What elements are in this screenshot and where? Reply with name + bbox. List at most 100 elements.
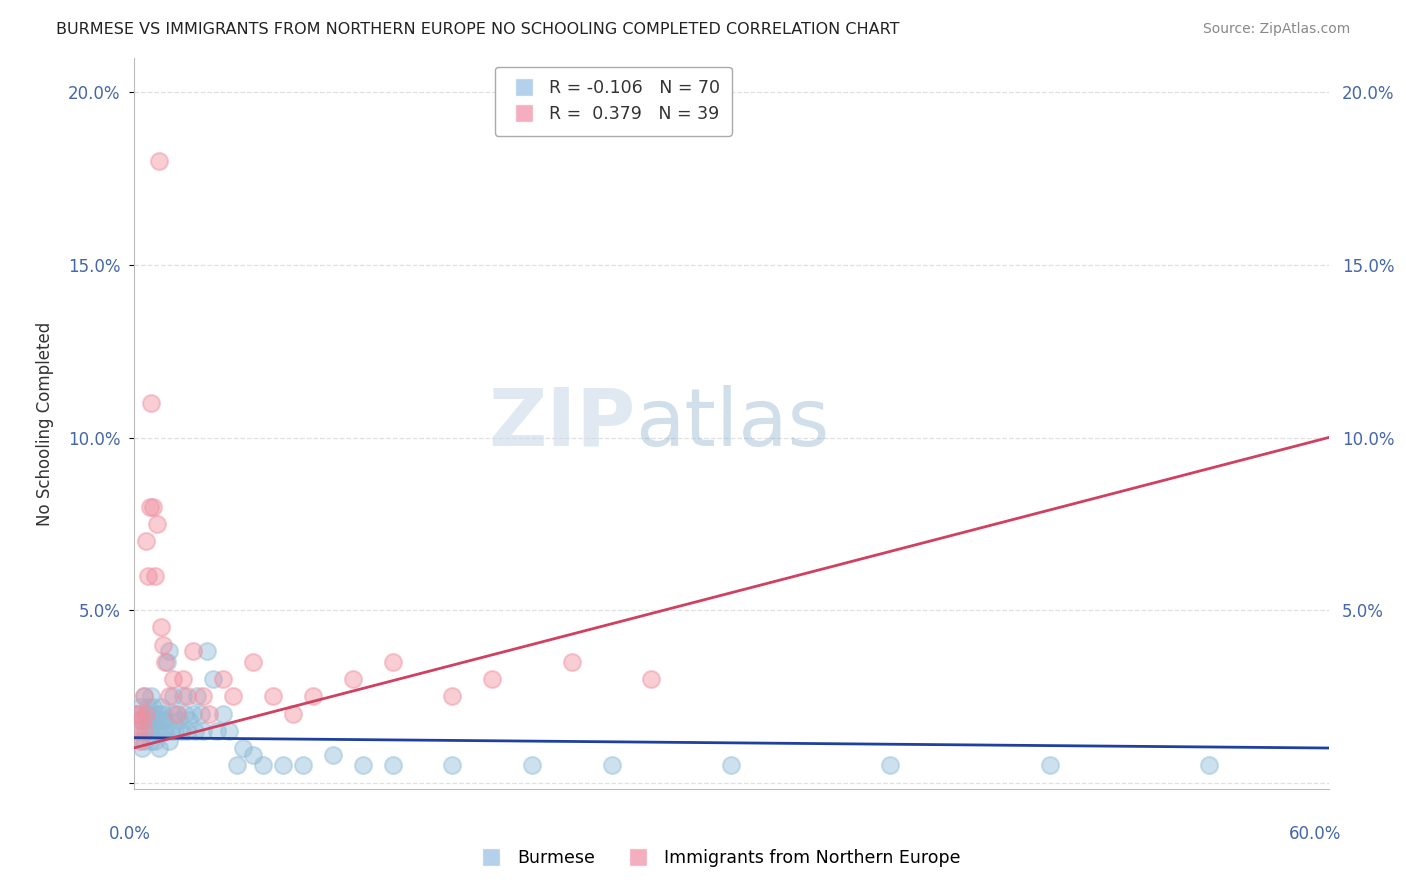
Point xyxy=(381,758,404,772)
Point xyxy=(193,690,215,704)
Point xyxy=(132,690,155,704)
Y-axis label: No Schooling Completed: No Schooling Completed xyxy=(37,322,53,525)
Point xyxy=(128,699,150,714)
Point xyxy=(169,714,191,728)
Point xyxy=(135,706,156,721)
Point xyxy=(135,706,156,721)
Point xyxy=(124,706,146,721)
Point xyxy=(131,714,153,728)
Legend: R = -0.106   N = 70, R =  0.379   N = 39: R = -0.106 N = 70, R = 0.379 N = 39 xyxy=(495,67,731,136)
Point xyxy=(160,723,183,738)
Point xyxy=(148,741,170,756)
Point xyxy=(128,734,150,748)
Point xyxy=(152,723,174,738)
Point xyxy=(1198,758,1220,772)
Point xyxy=(720,758,742,772)
Point xyxy=(301,690,323,704)
Point xyxy=(561,655,583,669)
Point xyxy=(262,690,284,704)
Point xyxy=(162,706,184,721)
Point xyxy=(136,714,159,728)
Point xyxy=(159,734,180,748)
Point xyxy=(138,706,160,721)
Point xyxy=(132,734,155,748)
Text: 60.0%: 60.0% xyxy=(1288,825,1341,843)
Point xyxy=(145,706,167,721)
Point xyxy=(142,723,165,738)
Point xyxy=(179,714,201,728)
Point xyxy=(232,741,254,756)
Point xyxy=(146,714,169,728)
Point xyxy=(135,723,156,738)
Point xyxy=(142,500,165,514)
Point xyxy=(186,690,208,704)
Point xyxy=(127,723,149,738)
Point xyxy=(159,644,180,658)
Point xyxy=(1039,758,1062,772)
Legend: Burmese, Immigrants from Northern Europe: Burmese, Immigrants from Northern Europe xyxy=(467,843,967,874)
Point xyxy=(640,672,662,686)
Point xyxy=(184,723,207,738)
Text: atlas: atlas xyxy=(636,384,830,463)
Point xyxy=(142,714,165,728)
Point xyxy=(879,758,901,772)
Text: ZIP: ZIP xyxy=(488,384,636,463)
Point xyxy=(174,706,197,721)
Point xyxy=(441,758,464,772)
Point xyxy=(166,706,188,721)
Point xyxy=(281,706,304,721)
Point xyxy=(198,706,221,721)
Point xyxy=(600,758,623,772)
Point xyxy=(252,758,274,772)
Point xyxy=(190,706,212,721)
Point xyxy=(212,672,235,686)
Point xyxy=(142,699,165,714)
Point xyxy=(148,154,170,169)
Point xyxy=(242,655,264,669)
Point xyxy=(162,672,184,686)
Point xyxy=(152,638,174,652)
Point xyxy=(145,734,167,748)
Point xyxy=(150,699,173,714)
Point xyxy=(176,723,198,738)
Point xyxy=(441,690,464,704)
Point xyxy=(155,655,177,669)
Point xyxy=(205,723,228,738)
Point xyxy=(162,690,184,704)
Point xyxy=(156,655,179,669)
Point xyxy=(138,500,160,514)
Text: Source: ZipAtlas.com: Source: ZipAtlas.com xyxy=(1202,22,1350,37)
Point xyxy=(141,734,163,748)
Point xyxy=(342,672,364,686)
Point xyxy=(352,758,374,772)
Point xyxy=(218,723,240,738)
Point xyxy=(172,672,194,686)
Point xyxy=(176,690,198,704)
Point xyxy=(172,690,194,704)
Point xyxy=(146,723,169,738)
Point xyxy=(136,568,159,582)
Point xyxy=(127,723,149,738)
Point xyxy=(155,723,177,738)
Point xyxy=(148,706,170,721)
Point xyxy=(291,758,314,772)
Point xyxy=(155,714,177,728)
Point xyxy=(222,690,245,704)
Point xyxy=(138,723,160,738)
Point xyxy=(141,690,163,704)
Point xyxy=(202,672,225,686)
Point xyxy=(166,706,188,721)
Point xyxy=(159,690,180,704)
Point xyxy=(226,758,249,772)
Point xyxy=(271,758,294,772)
Point xyxy=(145,568,167,582)
Point xyxy=(141,396,163,410)
Point xyxy=(150,620,173,634)
Point xyxy=(152,706,174,721)
Point xyxy=(124,706,146,721)
Text: 0.0%: 0.0% xyxy=(108,825,150,843)
Point xyxy=(481,672,503,686)
Point xyxy=(322,747,344,762)
Point xyxy=(150,714,173,728)
Text: BURMESE VS IMMIGRANTS FROM NORTHERN EUROPE NO SCHOOLING COMPLETED CORRELATION CH: BURMESE VS IMMIGRANTS FROM NORTHERN EURO… xyxy=(56,22,900,37)
